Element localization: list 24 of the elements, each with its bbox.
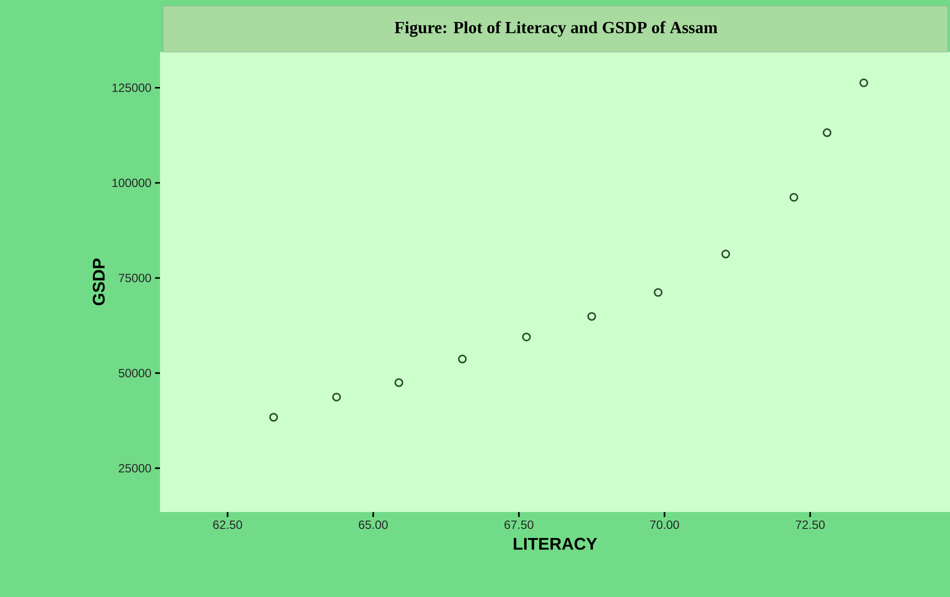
x-tick-label: 70.00 xyxy=(650,520,680,529)
point xyxy=(587,312,596,321)
x-tick-label: 65.00 xyxy=(358,520,388,529)
x-tick-label: 72.50 xyxy=(796,520,825,529)
point xyxy=(859,78,868,88)
chart-title: Figure: Plot of Literacy and GSDP of Assam xyxy=(394,21,718,37)
point xyxy=(458,354,467,364)
point xyxy=(269,412,278,422)
y-tick-label: 125000 xyxy=(112,84,152,92)
x-tick-label: 62.50 xyxy=(213,520,242,529)
y-axis-title: GSDP xyxy=(92,258,105,306)
y-tick-label: 75000 xyxy=(118,274,152,282)
point xyxy=(721,250,730,258)
point xyxy=(822,128,832,137)
y-tick-label: 25000 xyxy=(118,464,152,472)
point xyxy=(394,378,404,387)
x-tick-label: 67.50 xyxy=(504,520,534,529)
y-tick-label: 100000 xyxy=(112,178,152,188)
x-axis-title: LITERACY xyxy=(514,538,598,550)
point xyxy=(654,288,662,297)
point xyxy=(790,192,798,202)
point xyxy=(332,392,341,402)
y-tick-label: 50000 xyxy=(118,368,152,378)
point xyxy=(522,332,531,342)
